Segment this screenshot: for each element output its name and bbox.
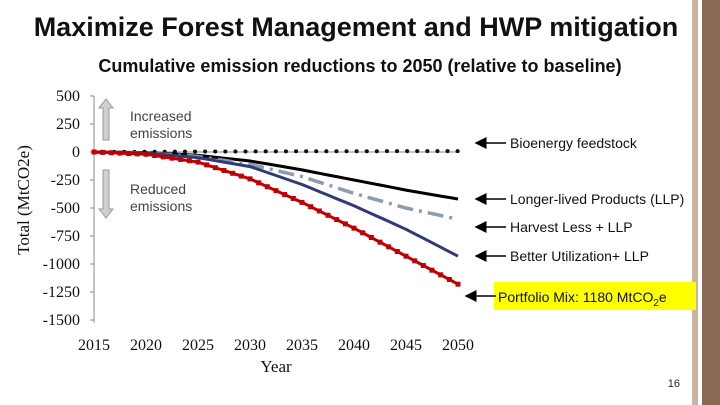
decorative-stripe xyxy=(692,0,698,405)
decrease-arrow-icon xyxy=(97,169,115,219)
series-4-marker xyxy=(334,217,340,223)
x-tick-label: 2040 xyxy=(338,337,370,354)
series-4-marker xyxy=(290,195,296,201)
y-tick-label: -500 xyxy=(51,200,80,217)
series-4-marker xyxy=(325,212,331,218)
series-4-marker xyxy=(126,150,132,156)
series-3-label: Better Utilization+ LLP xyxy=(510,248,649,264)
series-4-marker xyxy=(160,154,166,160)
reduced-emissions-label: Reduced xyxy=(130,181,186,197)
portfolio-label-text: Portfolio Mix: 1180 MtCO xyxy=(498,289,653,305)
x-tick-label: 2030 xyxy=(234,337,266,354)
reduced-emissions-label: emissions xyxy=(130,198,192,214)
y-tick-label: -1250 xyxy=(43,284,80,301)
series-4-marker xyxy=(342,221,348,227)
slide-number: 16 xyxy=(667,378,680,390)
series-4-line xyxy=(93,150,459,286)
series-4-marker xyxy=(351,225,357,231)
series-4-marker xyxy=(108,150,114,156)
series-4-marker xyxy=(368,234,374,240)
series-4-marker xyxy=(117,150,123,156)
series-4-marker xyxy=(386,244,392,250)
series-4-marker xyxy=(238,173,244,179)
series-4-marker xyxy=(264,184,270,190)
series-1-label: Longer-lived Products (LLP) xyxy=(510,191,684,207)
series-4-marker xyxy=(256,180,262,186)
x-tick-label: 2045 xyxy=(390,337,422,354)
series-4-marker xyxy=(308,204,314,210)
series-4-marker xyxy=(282,192,288,198)
y-tick-label: 0 xyxy=(72,144,80,161)
page-title: Maximize Forest Management and HWP mitig… xyxy=(33,12,679,42)
decorative-bar xyxy=(702,0,720,405)
series-4-marker xyxy=(455,281,461,287)
x-tick-label: 2020 xyxy=(130,337,162,354)
series-4-marker xyxy=(195,159,201,165)
y-tick-label: 250 xyxy=(56,116,80,133)
series-4-marker xyxy=(299,199,305,205)
y-tick-label: -250 xyxy=(51,172,80,189)
series-4-marker xyxy=(186,158,192,164)
series-4-marker xyxy=(438,272,444,278)
series-4-marker xyxy=(178,156,184,162)
portfolio-label-suffix: e xyxy=(659,289,667,305)
y-tick-label: 500 xyxy=(56,88,80,105)
x-axis-label: Year xyxy=(260,357,292,376)
series-4-marker xyxy=(316,208,322,214)
x-tick-label: 2015 xyxy=(78,337,110,354)
increased-emissions-label: emissions xyxy=(130,125,192,141)
series-4-marker xyxy=(273,188,279,194)
series-4-marker xyxy=(169,155,175,161)
chart-title: Cumulative emission reductions to 2050 (… xyxy=(98,56,622,76)
series-4-marker xyxy=(212,165,218,171)
series-4-marker xyxy=(446,276,452,282)
increase-arrow-icon xyxy=(97,98,115,141)
series-4-marker xyxy=(412,258,418,264)
increased-emissions-label: Increased xyxy=(130,108,191,124)
x-tick-label: 2035 xyxy=(286,337,318,354)
x-tick-label: 2050 xyxy=(442,337,474,354)
series-4-label: Portfolio Mix: 1180 MtCO2e xyxy=(498,289,667,309)
portfolio-label-subscript: 2 xyxy=(653,298,659,309)
series-4-marker xyxy=(221,167,227,173)
series-0-label: Bioenergy feedstock xyxy=(510,135,638,151)
series-4-marker xyxy=(152,153,158,159)
portfolio-label-box xyxy=(494,282,696,310)
x-tick-label: 2025 xyxy=(182,337,214,354)
series-4-marker xyxy=(230,170,236,176)
series-4-marker xyxy=(91,149,97,155)
y-tick-label: -1000 xyxy=(43,256,80,273)
series-4-marker xyxy=(360,230,366,236)
series-4-marker xyxy=(429,267,435,273)
series-4-marker xyxy=(403,253,409,259)
series-4-marker xyxy=(394,248,400,254)
series-4-marker xyxy=(204,162,210,168)
series-4-marker xyxy=(100,149,106,155)
series-4-marker xyxy=(134,151,140,157)
series-4-marker xyxy=(377,239,383,245)
y-tick-label: -750 xyxy=(51,228,80,245)
y-tick-label: -1500 xyxy=(43,312,80,329)
series-4-marker xyxy=(143,151,149,157)
series-4-marker xyxy=(420,262,426,268)
series-2-label: Harvest Less + LLP xyxy=(510,219,633,235)
series-4-marker xyxy=(247,176,253,182)
